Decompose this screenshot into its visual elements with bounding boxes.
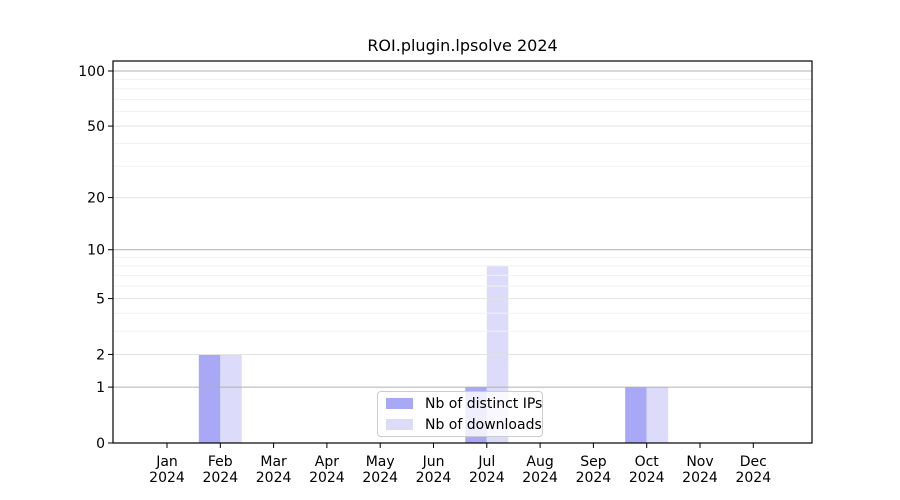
x-tick-label-month: Oct <box>635 454 660 470</box>
x-tick-label-year: 2024 <box>522 470 558 486</box>
x-tick-label-month: Nov <box>686 454 713 470</box>
legend-item-distinct-ips: Nb of distinct IPs <box>386 396 542 412</box>
x-tick-label-year: 2024 <box>629 470 665 486</box>
y-tick-label: 2 <box>96 347 105 363</box>
x-tick-label-month: Dec <box>740 454 767 470</box>
x-tick-label-year: 2024 <box>256 470 292 486</box>
x-tick-label-year: 2024 <box>416 470 452 486</box>
x-tick-label-month: Mar <box>260 454 287 470</box>
x-tick-label-year: 2024 <box>682 470 718 486</box>
x-tick-label-year: 2024 <box>735 470 771 486</box>
legend: Nb of distinct IPs Nb of downloads <box>377 391 543 437</box>
y-tick-label: 20 <box>87 191 105 207</box>
y-tick-label: 100 <box>78 64 105 80</box>
legend-item-downloads: Nb of downloads <box>386 417 542 433</box>
x-tick-label-month: Jan <box>155 454 178 470</box>
y-tick-label: 10 <box>87 243 105 259</box>
x-tick-label-year: 2024 <box>309 470 345 486</box>
legend-label-downloads: Nb of downloads <box>425 416 542 433</box>
bar-distinct-ips-feb <box>198 354 221 443</box>
bar-downloads-oct <box>646 387 669 443</box>
bar-downloads-feb <box>220 354 242 443</box>
x-tick-label-year: 2024 <box>469 470 505 486</box>
y-tick-label: 5 <box>96 292 105 308</box>
x-tick-label-year: 2024 <box>202 470 238 486</box>
y-tick-label: 0 <box>96 436 105 452</box>
x-tick-label-year: 2024 <box>362 470 398 486</box>
y-tick-label: 50 <box>87 119 105 135</box>
x-tick-label-month: Jul <box>477 454 495 470</box>
x-tick-label-month: May <box>366 454 395 470</box>
x-tick-label-year: 2024 <box>149 470 185 486</box>
plot-frame <box>112 60 813 444</box>
bar-distinct-ips-oct <box>625 387 647 443</box>
x-tick-label-month: Sep <box>580 454 607 470</box>
x-tick-label-month: Apr <box>315 454 339 470</box>
chart-title: ROI.plugin.lpsolve 2024 <box>367 36 558 55</box>
x-tick-label-month: Aug <box>526 454 553 470</box>
legend-label-distinct-ips: Nb of distinct IPs <box>425 395 543 412</box>
x-tick-label-year: 2024 <box>576 470 612 486</box>
legend-swatch-distinct-ips <box>386 398 413 409</box>
y-tick-label: 1 <box>96 380 105 396</box>
x-tick-label-month: Feb <box>208 454 233 470</box>
legend-swatch-downloads <box>386 419 413 430</box>
x-tick-label-month: Jun <box>422 454 445 470</box>
